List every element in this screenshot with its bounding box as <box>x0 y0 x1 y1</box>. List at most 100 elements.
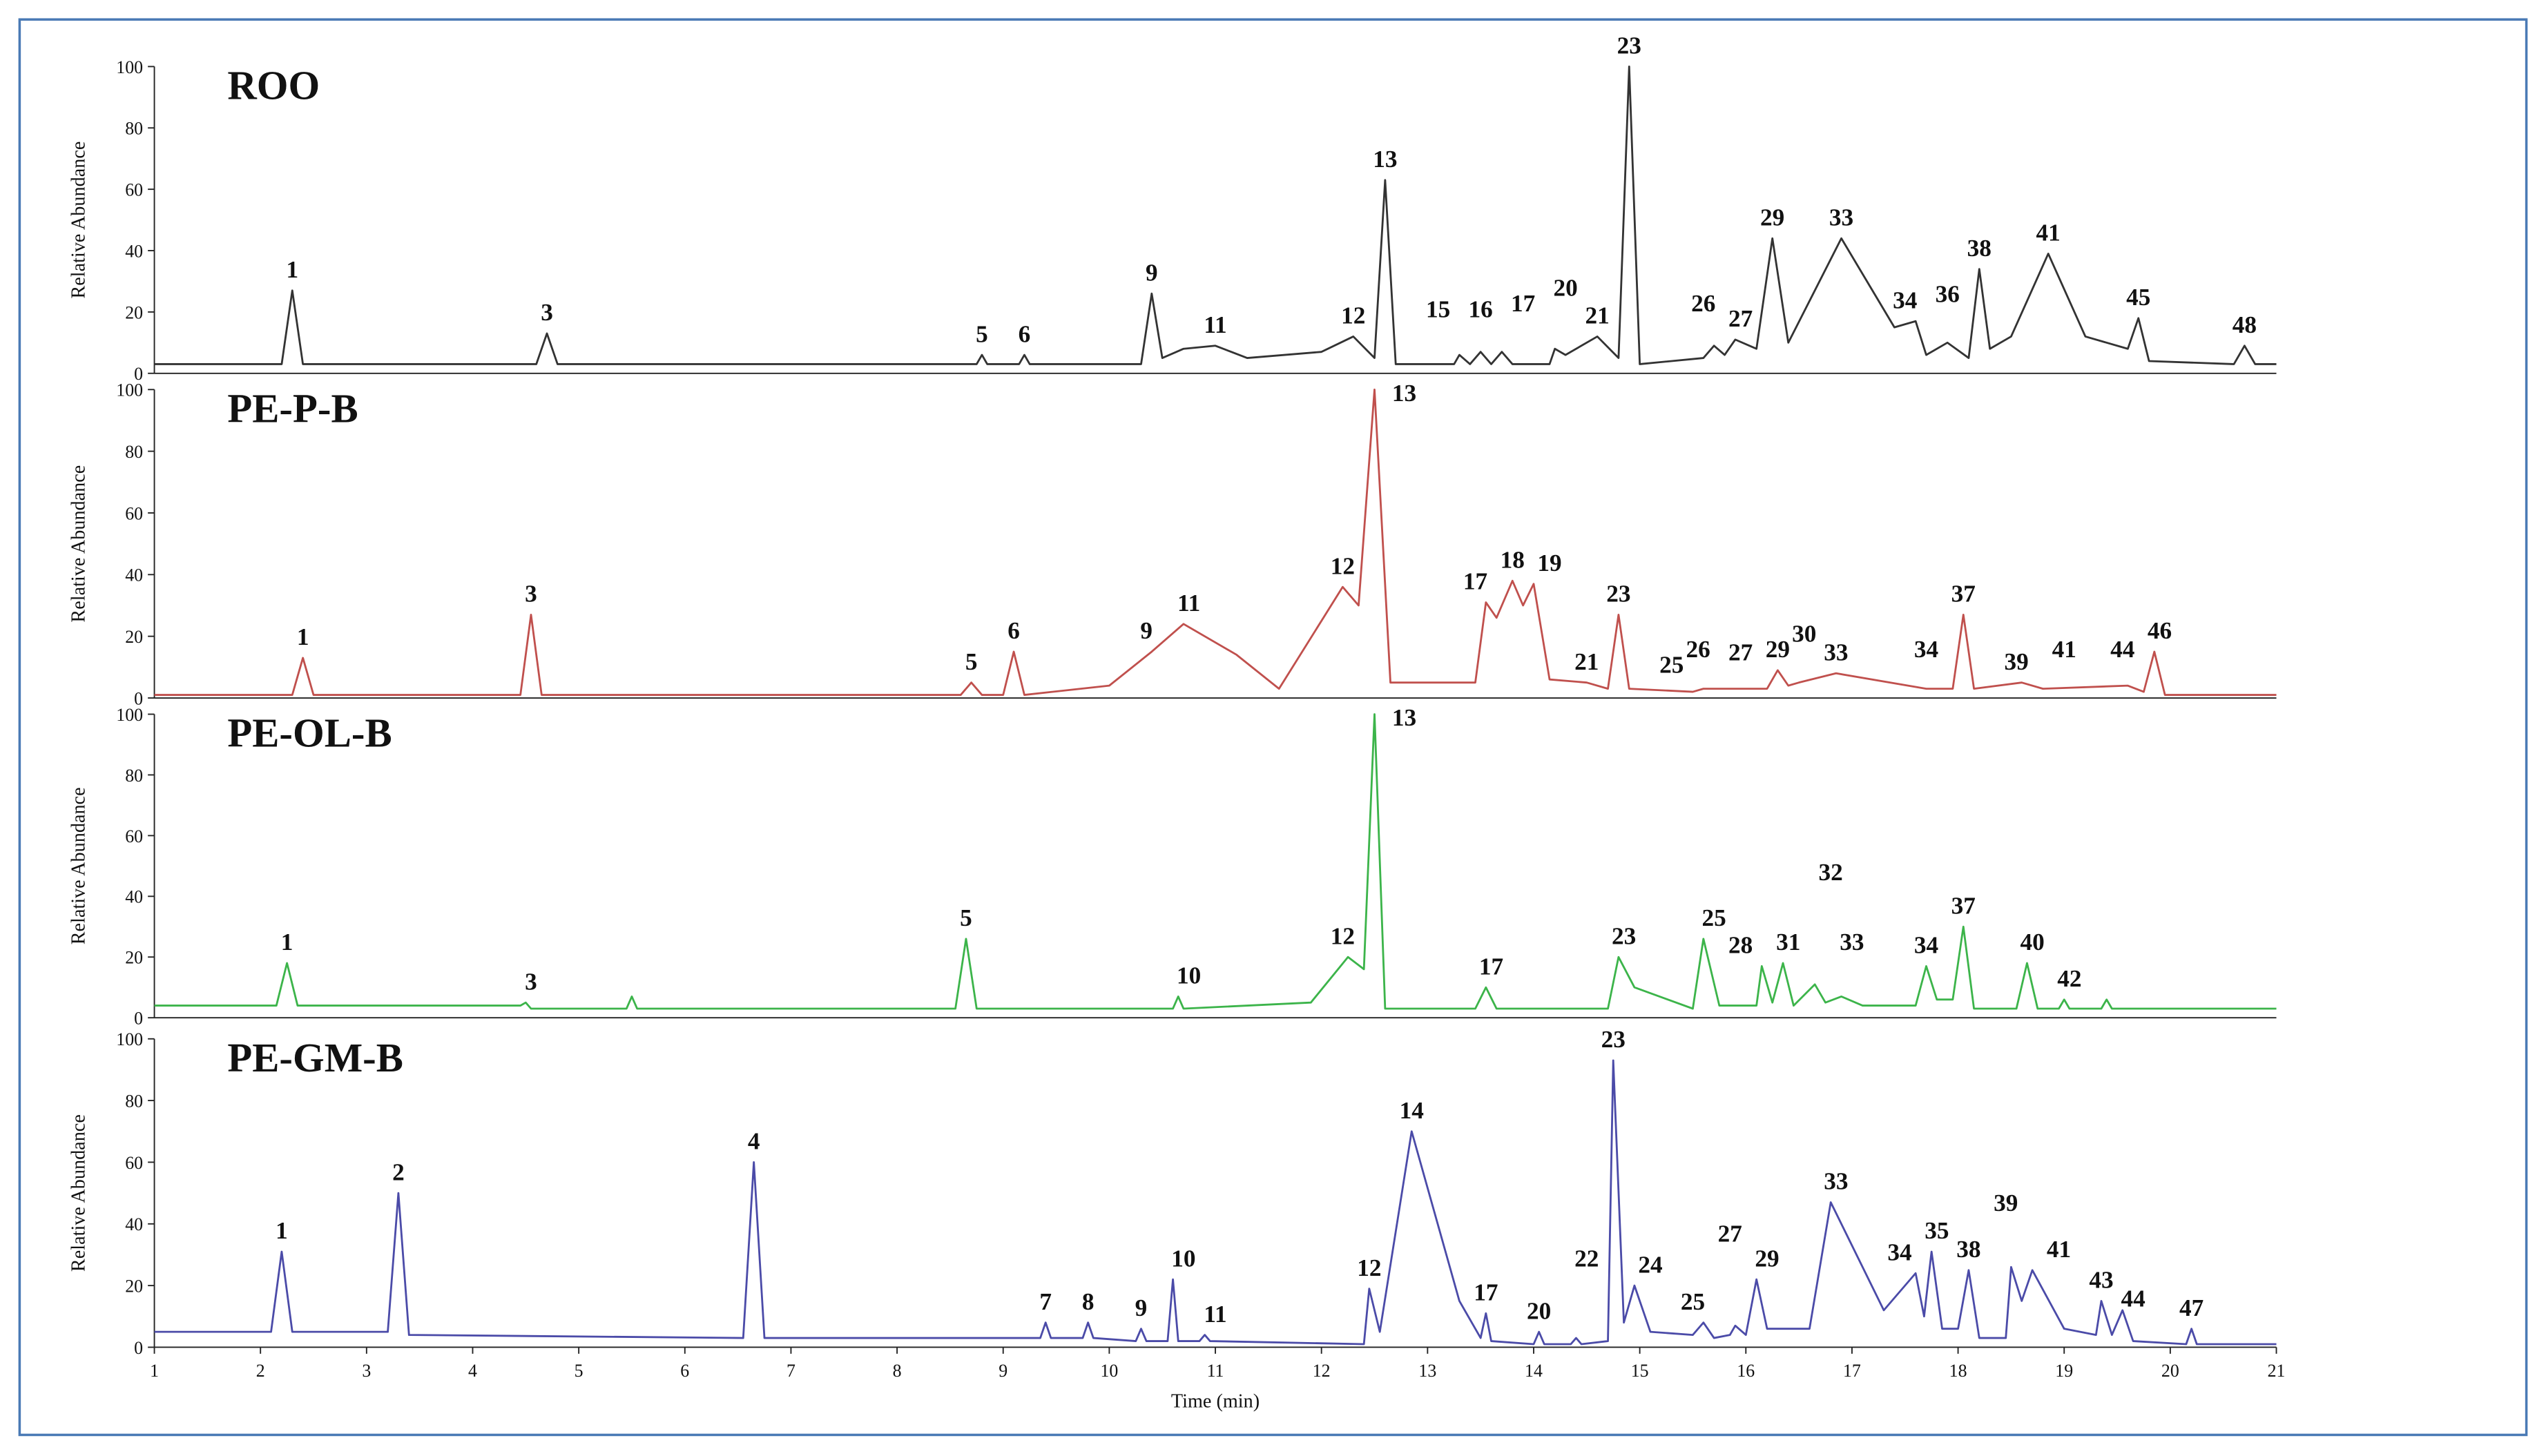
peak-label: 13 <box>1392 380 1416 407</box>
peak-label: 13 <box>1392 704 1416 731</box>
y-tick-label: 100 <box>116 380 143 400</box>
x-tick-label: 3 <box>362 1361 371 1381</box>
peak-label: 41 <box>2052 636 2076 663</box>
peak-label: 29 <box>1766 636 1790 663</box>
peak-label: 12 <box>1341 302 1365 329</box>
peak-label: 11 <box>1204 1301 1226 1328</box>
peak-label: 1 <box>281 929 293 955</box>
peak-label: 3 <box>525 968 537 995</box>
y-tick-label: 20 <box>125 1277 143 1297</box>
x-tick-label: 2 <box>256 1361 265 1381</box>
x-tick-label: 18 <box>1949 1361 1967 1381</box>
peak-label: 1 <box>297 623 309 650</box>
y-tick-label: 60 <box>125 826 143 846</box>
y-tick-label: 20 <box>125 627 143 647</box>
peak-label: 36 <box>1936 281 1960 308</box>
x-tick-label: 1 <box>150 1361 159 1381</box>
peak-label: 19 <box>1537 550 1561 576</box>
peak-label: 6 <box>1019 320 1031 347</box>
peak-label: 12 <box>1357 1254 1381 1281</box>
y-tick-label: 0 <box>134 364 143 384</box>
peak-label: 34 <box>1914 932 1938 959</box>
peak-label: 33 <box>1824 639 1848 666</box>
y-tick-label: 100 <box>116 57 143 77</box>
peak-label: 17 <box>1479 953 1503 980</box>
x-tick-label: 4 <box>468 1361 477 1381</box>
peak-label: 7 <box>1039 1288 1052 1315</box>
peak-label: 26 <box>1686 636 1710 663</box>
trace <box>154 1059 2277 1346</box>
peak-label: 41 <box>2047 1236 2071 1263</box>
peak-label: 34 <box>1893 287 1917 313</box>
peak-label: 46 <box>2148 617 2172 644</box>
x-tick-label: 7 <box>787 1361 795 1381</box>
x-tick-label: 21 <box>2268 1361 2286 1381</box>
peak-label: 20 <box>1527 1297 1551 1324</box>
panel-title: PE-P-B <box>227 386 358 431</box>
peak-label: 27 <box>1728 305 1753 332</box>
peak-label: 37 <box>1951 892 1976 919</box>
x-tick-label: 5 <box>575 1361 584 1381</box>
peak-label: 34 <box>1914 636 1938 663</box>
peak-label: 22 <box>1574 1245 1599 1272</box>
trace <box>154 713 2277 1010</box>
y-axis-label: Relative Abundance <box>68 465 89 623</box>
y-tick-label: 100 <box>116 705 143 725</box>
peak-label: 23 <box>1612 922 1636 949</box>
y-tick-label: 80 <box>125 1091 143 1111</box>
peak-label: 12 <box>1331 552 1355 579</box>
x-tick-label: 20 <box>2161 1361 2179 1381</box>
peak-label: 9 <box>1146 259 1158 286</box>
peak-label: 42 <box>2057 965 2081 992</box>
y-tick-label: 60 <box>125 503 143 523</box>
peak-label: 41 <box>2036 220 2061 246</box>
peak-label: 24 <box>1638 1251 1662 1278</box>
peak-label: 23 <box>1601 1026 1626 1053</box>
y-tick-label: 80 <box>125 442 143 462</box>
peak-label: 27 <box>1718 1221 1742 1248</box>
peak-label: 2 <box>392 1158 405 1185</box>
x-tick-label: 6 <box>680 1361 689 1381</box>
peak-label: 10 <box>1177 962 1201 989</box>
peak-label: 13 <box>1373 146 1397 173</box>
peak-label: 17 <box>1463 568 1487 595</box>
peak-label: 33 <box>1824 1168 1848 1195</box>
peak-label: 45 <box>2126 284 2150 311</box>
peak-label: 30 <box>1792 621 1816 648</box>
x-tick-label: 19 <box>2055 1361 2073 1381</box>
peak-label: 9 <box>1140 617 1153 644</box>
y-tick-label: 60 <box>125 180 143 200</box>
y-tick-label: 40 <box>125 1214 143 1234</box>
peak-label: 18 <box>1501 546 1525 573</box>
peak-label: 32 <box>1819 859 1843 886</box>
peak-label: 11 <box>1204 311 1226 338</box>
y-tick-label: 100 <box>116 1029 143 1049</box>
x-tick-label: 11 <box>1207 1361 1224 1381</box>
peak-label: 21 <box>1585 302 1610 329</box>
peak-label: 11 <box>1177 590 1200 617</box>
y-axis-label: Relative Abundance <box>68 1114 89 1272</box>
peak-label: 29 <box>1760 204 1784 231</box>
x-tick-label: 14 <box>1525 1361 1543 1381</box>
y-tick-label: 0 <box>134 688 143 708</box>
peak-label: 47 <box>2179 1294 2203 1321</box>
peak-label: 25 <box>1659 651 1684 678</box>
peak-label: 5 <box>960 904 972 931</box>
trace <box>154 388 2277 696</box>
peak-label: 44 <box>2110 636 2134 663</box>
x-tick-label: 8 <box>893 1361 902 1381</box>
peak-label: 35 <box>1925 1217 1949 1244</box>
peak-label: 21 <box>1574 648 1599 675</box>
peak-label: 1 <box>276 1217 288 1244</box>
peak-label: 43 <box>2089 1267 2113 1294</box>
y-tick-label: 60 <box>125 1153 143 1173</box>
y-tick-label: 40 <box>125 887 143 907</box>
peak-label: 5 <box>976 320 988 347</box>
peak-label: 34 <box>1887 1239 1911 1265</box>
peak-label: 38 <box>1956 1236 1980 1263</box>
